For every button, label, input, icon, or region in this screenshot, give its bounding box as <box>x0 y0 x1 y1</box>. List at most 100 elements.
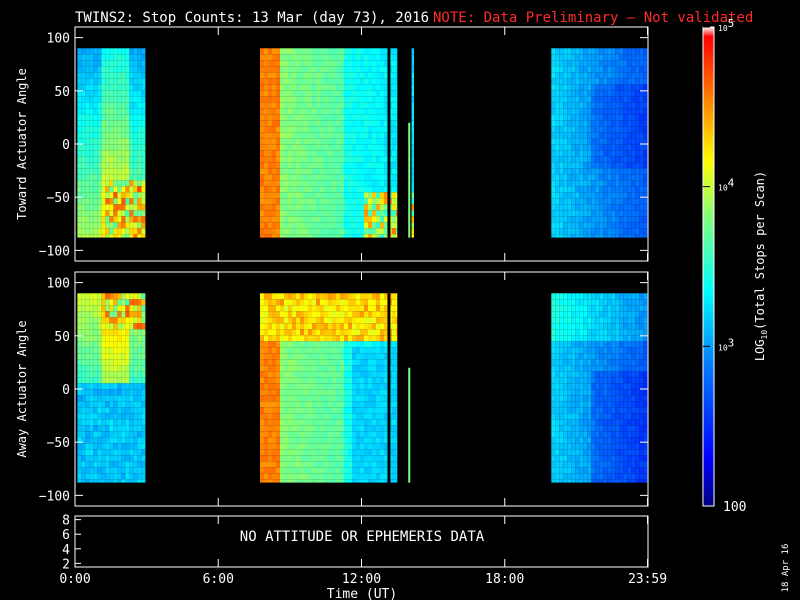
away-heat-cell <box>372 353 376 360</box>
toward-heat-cell <box>643 48 648 55</box>
away-heat-cell <box>296 365 300 372</box>
away-heat-cell <box>268 299 272 306</box>
away-heat-cell <box>296 311 300 318</box>
toward-heat-cell <box>595 84 600 91</box>
away-heat-cell <box>579 431 584 438</box>
toward-heat-cell <box>551 156 556 163</box>
away-heat-cell <box>125 377 130 384</box>
toward-heat-cell <box>141 132 146 139</box>
away-heat-cell <box>137 293 142 300</box>
toward-heat-cell <box>356 60 360 67</box>
away-heat-cell <box>340 353 344 360</box>
toward-heat-cell <box>635 156 640 163</box>
away-heat-cell <box>635 443 640 450</box>
toward-heat-cell <box>93 102 98 109</box>
away-heat-cell <box>85 365 90 372</box>
away-heat-cell <box>579 389 584 396</box>
toward-heat-cell <box>93 174 98 181</box>
toward-heat-cell <box>308 228 312 235</box>
toward-heat-cell <box>591 90 596 97</box>
away-heat-cell <box>117 479 122 483</box>
toward-heat-cell <box>312 186 316 193</box>
away-heat-cell <box>340 425 344 432</box>
toward-heat-cell <box>109 138 114 145</box>
away-heat-cell <box>396 377 398 384</box>
toward-heat-cell <box>603 228 608 235</box>
away-heat-cell <box>575 389 580 396</box>
toward-heat-cell <box>356 138 360 145</box>
toward-heat-cell <box>304 132 308 139</box>
away-heat-cell <box>125 317 130 324</box>
away-heat-cell <box>324 383 328 390</box>
toward-heat-cell <box>555 216 560 223</box>
toward-heat-cell <box>133 120 138 127</box>
toward-heat-cell <box>93 186 98 193</box>
toward-heat-cell <box>332 168 336 175</box>
away-heat-cell <box>141 449 146 456</box>
away-heat-cell <box>77 299 82 306</box>
toward-heat-cell <box>575 66 580 73</box>
toward-heat-cell <box>368 54 372 61</box>
away-heat-cell <box>376 377 380 384</box>
toward-heat-cell <box>376 90 380 97</box>
toward-heat-cell <box>555 60 560 67</box>
away-heat-cell <box>591 317 596 324</box>
away-heat-cell <box>567 473 572 480</box>
away-heat-cell <box>260 311 264 318</box>
away-heat-cell <box>296 455 300 462</box>
toward-heat-cell <box>611 54 616 61</box>
toward-heat-cell <box>631 126 636 133</box>
away-heat-cell <box>336 407 340 414</box>
toward-heat-cell <box>77 198 82 205</box>
toward-heat-cell <box>567 198 572 205</box>
toward-heat-cell <box>635 102 640 109</box>
away-heat-cell <box>587 437 592 444</box>
away-heat-cell <box>288 431 292 438</box>
toward-heat-cell <box>97 114 102 121</box>
away-heat-cell <box>611 425 616 432</box>
away-heat-cell <box>125 431 130 438</box>
away-heat-cell <box>639 299 644 306</box>
away-heat-cell <box>639 401 644 408</box>
away-heat-cell <box>563 365 568 372</box>
toward-heat-cell <box>296 186 300 193</box>
away-heat-cell <box>284 389 288 396</box>
away-heat-cell <box>360 299 364 306</box>
away-heat-cell <box>93 461 98 468</box>
toward-heat-cell <box>575 234 580 238</box>
toward-heat-cell <box>376 234 380 238</box>
toward-heat-cell <box>559 126 564 133</box>
away-heat-cell <box>635 419 640 426</box>
away-heat-cell <box>384 371 388 378</box>
away-heat-cell <box>384 377 388 384</box>
away-heat-cell <box>376 353 380 360</box>
toward-heat-cell <box>559 66 564 73</box>
away-heat-cell <box>583 425 588 432</box>
away-heat-cell <box>595 341 600 348</box>
toward-heat-cell <box>619 222 624 229</box>
toward-heat-cell <box>643 90 648 97</box>
toward-heat-cell <box>635 114 640 121</box>
toward-heat-cell <box>344 108 348 115</box>
away-heat-cell <box>364 437 368 444</box>
away-heat-cell <box>583 455 588 462</box>
toward-heat-cell <box>611 216 616 223</box>
away-heat-cell <box>272 461 276 468</box>
toward-heat-cell <box>631 78 636 85</box>
away-heat-cell <box>141 407 146 414</box>
away-heat-cell <box>332 335 336 342</box>
toward-heat-cell <box>643 72 648 79</box>
away-heat-cell <box>105 371 110 378</box>
away-heat-cell <box>615 365 620 372</box>
toward-heat-cell <box>268 216 272 223</box>
toward-heat-cell <box>284 234 288 238</box>
away-heat-cell <box>97 395 102 402</box>
toward-heat-cell <box>304 60 308 67</box>
toward-heat-cell <box>264 54 268 61</box>
toward-heat-cell <box>551 222 556 229</box>
away-heat-cell <box>607 335 612 342</box>
away-heat-cell <box>567 437 572 444</box>
away-heat-cell <box>619 467 624 474</box>
toward-heat-cell <box>340 84 344 91</box>
away-heat-cell <box>575 431 580 438</box>
